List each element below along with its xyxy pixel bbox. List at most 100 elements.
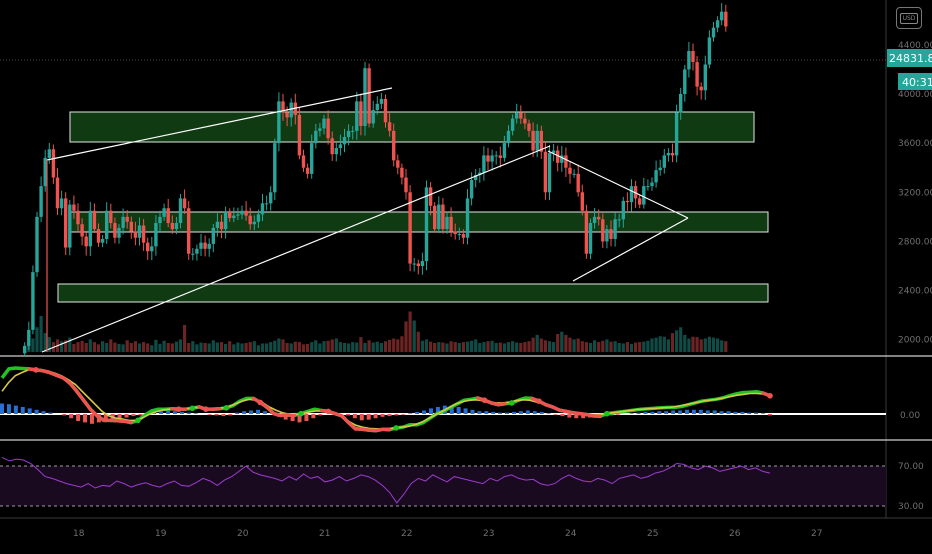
volume-bar — [212, 340, 215, 352]
macd-histogram-bar — [90, 414, 94, 424]
candle-body — [544, 152, 547, 193]
volume-bar — [503, 343, 506, 352]
settings-button-label: USD — [900, 13, 919, 24]
macd-histogram-bar — [692, 410, 696, 414]
volume-bar — [134, 341, 137, 352]
candle-body — [142, 225, 145, 242]
macd-histogram-bar — [560, 414, 564, 416]
support-zone-lower[interactable] — [58, 284, 768, 302]
volume-bar — [482, 342, 485, 352]
macd-histogram-bar — [353, 414, 357, 418]
volume-bar — [351, 342, 354, 352]
volume-bar — [687, 339, 690, 353]
volume-bar — [327, 341, 330, 352]
macd-histogram-bar — [21, 407, 25, 414]
price-tick-label: 2000.00 — [898, 336, 932, 346]
candle-body — [290, 103, 293, 118]
candle-body — [35, 217, 38, 272]
volume-bar — [265, 343, 268, 352]
volume-bar — [474, 339, 477, 352]
time-tick-label: 19 — [155, 529, 167, 539]
candle-body — [712, 28, 715, 38]
macd-histogram-bar — [519, 411, 523, 414]
volume-bar — [355, 343, 358, 352]
time-tick-label: 20 — [237, 529, 249, 539]
candle-body — [130, 222, 133, 232]
candle-body — [105, 211, 108, 239]
candle-body — [564, 155, 567, 167]
macd-cross-marker — [536, 398, 542, 404]
volume-bar — [691, 337, 694, 352]
candle-body — [208, 244, 211, 249]
candle-body — [482, 155, 485, 172]
candle-body — [322, 119, 325, 129]
resistance-zone-upper[interactable] — [70, 112, 754, 142]
volume-bar — [216, 343, 219, 352]
volume-bar — [601, 341, 604, 352]
macd-cross-marker — [767, 393, 773, 399]
candle-body — [548, 153, 551, 192]
candle-body — [236, 214, 239, 215]
candle-body — [581, 192, 584, 210]
volume-bar — [35, 327, 38, 352]
macd-histogram-bar — [0, 404, 4, 415]
volume-bar — [347, 343, 350, 352]
volume-bar — [191, 341, 194, 352]
candle-body — [704, 65, 707, 91]
volume-bar — [523, 342, 526, 352]
volume-bar — [675, 330, 678, 352]
macd-histogram-bar — [650, 412, 654, 414]
candle-body — [298, 115, 301, 156]
volume-bar — [60, 341, 63, 352]
candle-body — [154, 223, 157, 246]
volume-bar — [138, 343, 141, 352]
chart-settings-button[interactable]: USD — [896, 7, 922, 29]
volume-bar — [499, 343, 502, 352]
candle-body — [76, 211, 79, 225]
candle-body — [609, 229, 612, 239]
macd-histogram-bar — [208, 414, 212, 415]
candle-body — [417, 264, 420, 266]
volume-bar — [716, 339, 719, 353]
macd-histogram-bar — [235, 413, 239, 414]
macd-cross-marker — [325, 409, 331, 415]
volume-bar — [626, 342, 629, 352]
time-tick-label: 22 — [401, 529, 412, 539]
candle-body — [437, 205, 440, 230]
volume-bar — [142, 342, 145, 352]
macd-histogram-bar — [408, 413, 412, 414]
macd-histogram-bar — [263, 411, 267, 414]
candle-body — [568, 168, 571, 174]
volume-bar — [667, 339, 670, 352]
volume-bar — [343, 343, 346, 352]
volume-bar — [306, 344, 309, 352]
macd-histogram-bar — [671, 411, 675, 415]
volume-bar — [232, 344, 235, 352]
macd-histogram-bar — [14, 406, 18, 414]
macd-histogram-bar — [512, 412, 516, 414]
volume-bar — [400, 336, 403, 352]
macd-histogram-bar — [256, 410, 260, 414]
candle-body — [515, 112, 518, 118]
macd-histogram-bar — [76, 414, 80, 421]
volume-bar — [208, 343, 211, 352]
volume-bar — [167, 343, 170, 352]
candle-body — [650, 182, 653, 186]
candle-body — [195, 249, 198, 254]
volume-bar — [277, 339, 280, 353]
candle-body — [700, 87, 703, 91]
volume-bar — [290, 343, 293, 352]
volume-bar — [122, 344, 125, 352]
candle-body — [445, 217, 448, 229]
volume-bar — [507, 342, 510, 352]
volume-bar — [335, 339, 338, 353]
candle-body — [626, 201, 629, 202]
candle-body — [511, 119, 514, 131]
volume-bar — [392, 339, 395, 353]
candle-body — [228, 212, 231, 218]
volume-bar — [700, 339, 703, 352]
candle-body — [85, 237, 88, 247]
candle-body — [273, 143, 276, 192]
